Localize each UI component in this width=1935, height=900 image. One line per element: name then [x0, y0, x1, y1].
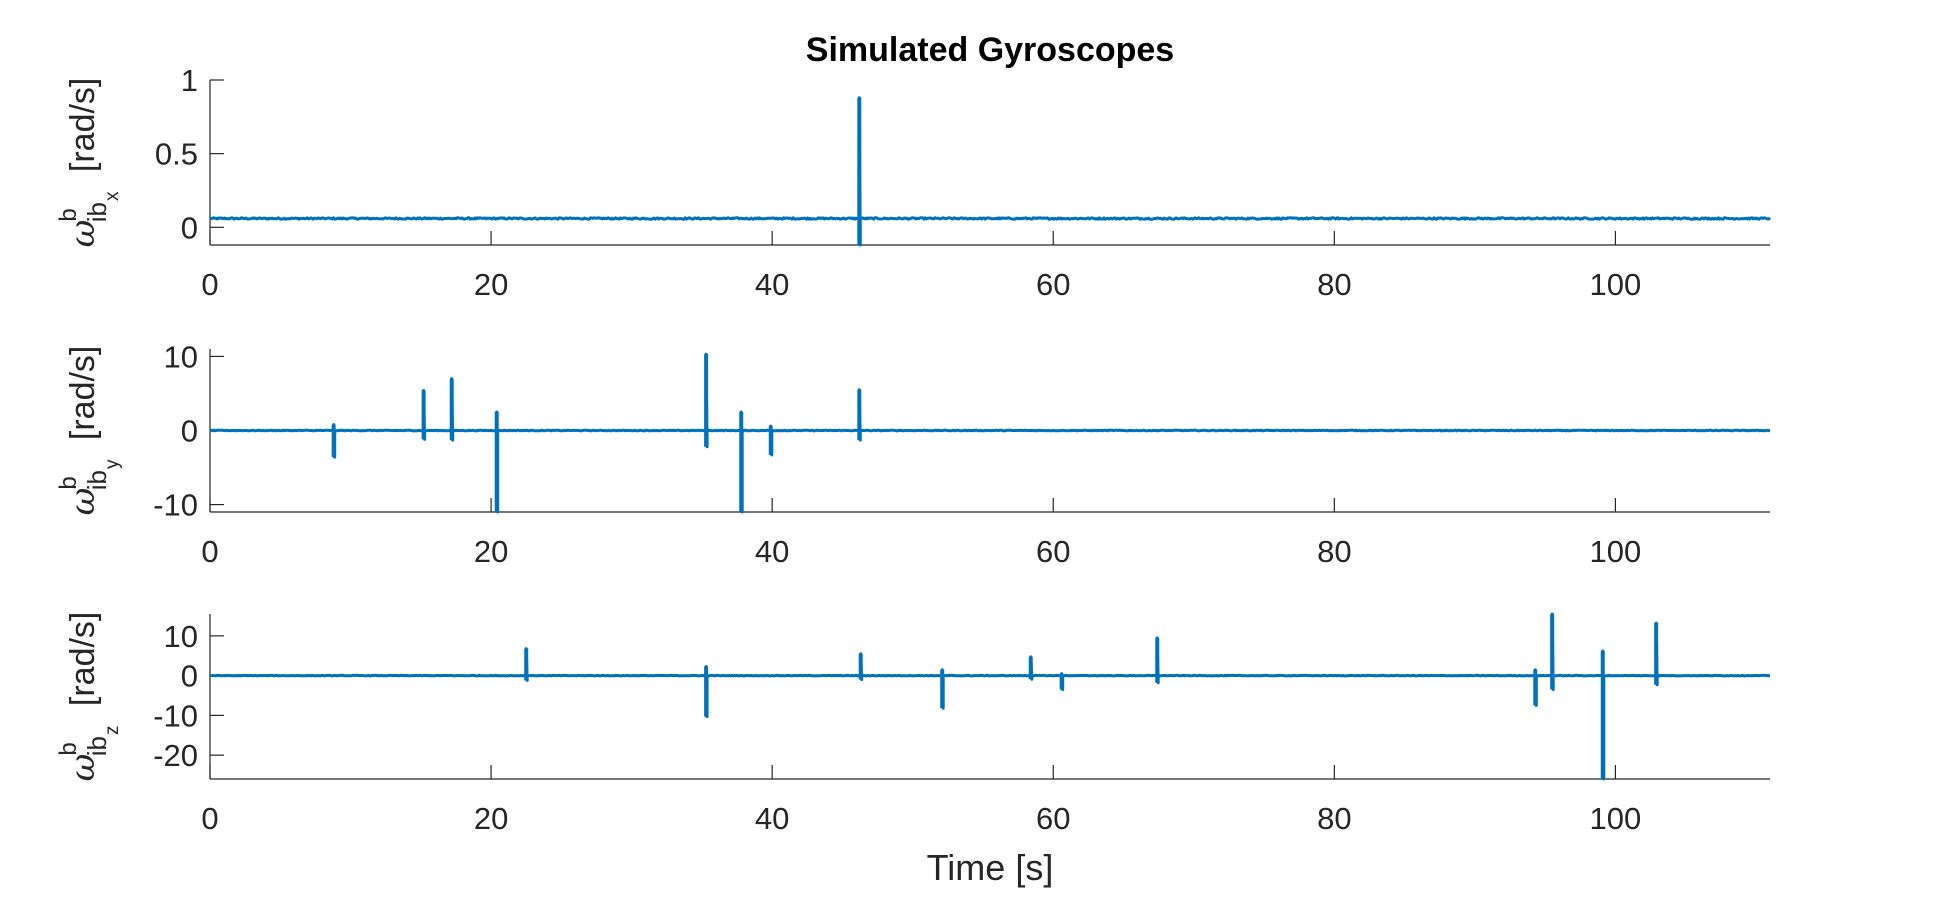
ylabel-subscript: ib: [82, 470, 112, 490]
ylabel-axis: z: [102, 726, 123, 736]
x-tick-label: 80: [1317, 534, 1351, 569]
x-tick-label: 0: [201, 801, 218, 836]
x-tick-label: 20: [474, 801, 508, 836]
ylabel-symbol: ω: [63, 754, 103, 782]
x-tick-label: 60: [1036, 801, 1070, 836]
x-tick-label: 0: [201, 534, 218, 569]
y-tick-label: -10: [153, 488, 198, 523]
x-tick-label: 80: [1317, 801, 1351, 836]
x-tick-label: 100: [1590, 267, 1642, 302]
x-tick-label: 100: [1590, 534, 1642, 569]
chart-title: Simulated Gyroscopes: [806, 31, 1174, 69]
y-tick-label: 0: [181, 210, 198, 245]
y-tick-label: 0: [181, 414, 198, 449]
ylabel-symbol: ω: [63, 488, 103, 516]
ylabel-unit: [rad/s]: [64, 78, 102, 182]
y-tick-label: 10: [164, 339, 198, 374]
y-axis-label: ωbibz [rad/s]: [55, 612, 123, 782]
ylabel-axis: y: [102, 459, 123, 469]
x-tick-label: 40: [755, 267, 789, 302]
svg-text:ωbiby [rad/s]: ωbiby [rad/s]: [55, 346, 123, 516]
y-tick-label: 10: [164, 619, 198, 654]
y-tick-label: 0.5: [155, 137, 198, 172]
y-axis-label: ωbibx [rad/s]: [55, 78, 123, 248]
x-tick-label: 80: [1317, 267, 1351, 302]
ylabel-superscript: b: [55, 742, 82, 755]
y-tick-label: -20: [153, 738, 198, 773]
svg-text:ωbibz [rad/s]: ωbibz [rad/s]: [55, 612, 123, 782]
ylabel-superscript: b: [55, 208, 82, 221]
x-axis-label: Time [s]: [927, 847, 1054, 888]
subplot-3: 0 20 40 60 80 100 -20 -10 0 10 ωbibz [rad/s]: [55, 612, 1771, 836]
x-tick-label: 40: [755, 801, 789, 836]
svg-text:ωbibx [rad/s]: ωbibx [rad/s]: [55, 78, 123, 248]
subplot-1: 0 20 40 60 80 100 0 0.5 1 ωbibx [rad/s]: [55, 63, 1772, 302]
ylabel-unit: [rad/s]: [64, 346, 102, 450]
x-tick-label: 60: [1036, 267, 1070, 302]
ylabel-axis: x: [102, 191, 123, 201]
x-tick-label: 20: [474, 267, 508, 302]
y-tick-label: -10: [153, 698, 198, 733]
signal-series-line: [209, 352, 1771, 514]
y-tick-label: 0: [181, 659, 198, 694]
ylabel-superscript: b: [55, 476, 82, 489]
ylabel-subscript: ib: [82, 736, 112, 756]
signal-series-line: [209, 96, 1772, 247]
y-axis-label: ωbiby [rad/s]: [55, 346, 123, 516]
y-tick-label: 1: [181, 63, 198, 98]
x-tick-label: 40: [755, 534, 789, 569]
x-tick-label: 60: [1036, 534, 1070, 569]
x-tick-label: 20: [474, 534, 508, 569]
ylabel-symbol: ω: [63, 220, 103, 248]
ylabel-subscript: ib: [82, 202, 112, 222]
x-tick-label: 0: [201, 267, 218, 302]
x-tick-label: 100: [1590, 801, 1642, 836]
signal-series-line: [209, 612, 1771, 781]
ylabel-unit: [rad/s]: [64, 612, 102, 716]
